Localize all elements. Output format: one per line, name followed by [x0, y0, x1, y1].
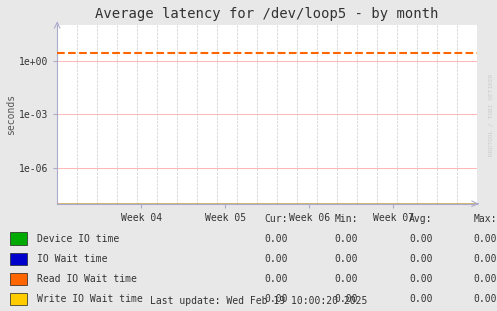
Bar	[10, 293, 27, 305]
Text: IO Wait time: IO Wait time	[37, 254, 108, 264]
Text: 0.00: 0.00	[474, 294, 497, 304]
Text: 0.00: 0.00	[334, 274, 358, 284]
Text: Cur:: Cur:	[265, 214, 288, 224]
Text: Device IO time: Device IO time	[37, 234, 119, 244]
Bar	[10, 253, 27, 265]
Text: 0.00: 0.00	[409, 274, 432, 284]
Text: 0.00: 0.00	[265, 294, 288, 304]
Text: RRDTOOL / TOBI OETIKER: RRDTOOL / TOBI OETIKER	[489, 74, 494, 156]
Text: 0.00: 0.00	[265, 274, 288, 284]
Text: Write IO Wait time: Write IO Wait time	[37, 294, 143, 304]
Text: 0.00: 0.00	[474, 254, 497, 264]
Text: 0.00: 0.00	[474, 274, 497, 284]
Text: 0.00: 0.00	[409, 294, 432, 304]
Y-axis label: seconds: seconds	[6, 94, 16, 135]
Bar	[10, 272, 27, 285]
Text: Avg:: Avg:	[409, 214, 432, 224]
Title: Average latency for /dev/loop5 - by month: Average latency for /dev/loop5 - by mont…	[95, 7, 439, 21]
Text: 0.00: 0.00	[334, 254, 358, 264]
Text: 0.00: 0.00	[334, 294, 358, 304]
Bar	[10, 233, 27, 245]
Text: 0.00: 0.00	[409, 254, 432, 264]
Text: 0.00: 0.00	[334, 234, 358, 244]
Text: 0.00: 0.00	[265, 254, 288, 264]
Text: 0.00: 0.00	[265, 234, 288, 244]
Text: Min:: Min:	[334, 214, 358, 224]
Text: Max:: Max:	[474, 214, 497, 224]
Text: 0.00: 0.00	[474, 234, 497, 244]
Text: 0.00: 0.00	[409, 234, 432, 244]
Text: Read IO Wait time: Read IO Wait time	[37, 274, 137, 284]
Text: Last update: Wed Feb 19 10:00:20 2025: Last update: Wed Feb 19 10:00:20 2025	[150, 296, 367, 306]
